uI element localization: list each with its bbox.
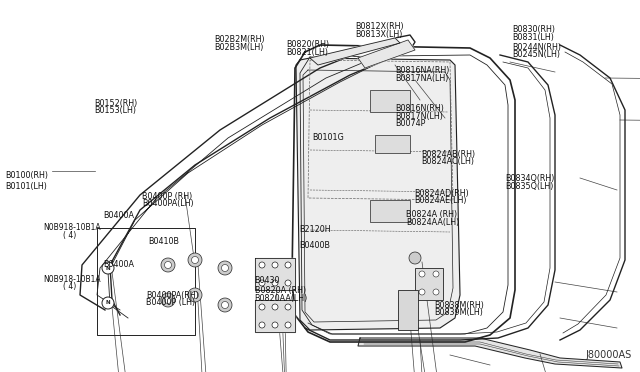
Circle shape — [272, 322, 278, 328]
Circle shape — [221, 264, 228, 272]
Text: B0831(LH): B0831(LH) — [512, 33, 554, 42]
Circle shape — [259, 262, 265, 268]
Text: B0400P (RH): B0400P (RH) — [142, 192, 193, 201]
Text: B0153(LH): B0153(LH) — [95, 106, 137, 115]
Text: B0821(LH): B0821(LH) — [287, 48, 329, 57]
Text: N: N — [106, 301, 110, 305]
Circle shape — [285, 304, 291, 310]
Text: B02B3M(LH): B02B3M(LH) — [214, 43, 264, 52]
Circle shape — [161, 293, 175, 307]
Circle shape — [259, 304, 265, 310]
Circle shape — [102, 297, 114, 309]
Text: B0400B: B0400B — [300, 241, 330, 250]
Circle shape — [102, 262, 114, 274]
Circle shape — [218, 298, 232, 312]
Text: B0835Q(LH): B0835Q(LH) — [506, 182, 554, 190]
Circle shape — [285, 262, 291, 268]
Polygon shape — [358, 338, 622, 368]
Text: B0074P: B0074P — [395, 119, 425, 128]
Text: B0101(LH): B0101(LH) — [5, 182, 47, 191]
Text: B0817NA(LH): B0817NA(LH) — [395, 74, 448, 83]
Circle shape — [259, 322, 265, 328]
Text: B0824AD(RH): B0824AD(RH) — [415, 189, 470, 198]
Text: B0400A: B0400A — [104, 260, 134, 269]
Text: B0400A: B0400A — [104, 211, 134, 220]
Circle shape — [419, 289, 425, 295]
Circle shape — [188, 288, 202, 302]
Text: B0838M(RH): B0838M(RH) — [434, 301, 484, 310]
Circle shape — [259, 280, 265, 286]
Text: B0410B: B0410B — [148, 237, 179, 246]
Bar — [370, 200, 410, 222]
Circle shape — [272, 280, 278, 286]
Circle shape — [419, 271, 425, 277]
Text: B0824AE(LH): B0824AE(LH) — [415, 196, 467, 205]
Circle shape — [285, 280, 291, 286]
Text: B0820AA(LH): B0820AA(LH) — [255, 294, 308, 303]
Text: J80000AS: J80000AS — [586, 350, 632, 360]
Text: B0152(RH): B0152(RH) — [95, 99, 138, 108]
Text: B0824AA(LH): B0824AA(LH) — [406, 218, 460, 227]
Text: B02B2M(RH): B02B2M(RH) — [214, 35, 265, 44]
Text: B0839M(LH): B0839M(LH) — [434, 308, 483, 317]
Text: B0824AB(RH): B0824AB(RH) — [421, 150, 476, 158]
Bar — [370, 90, 410, 112]
Polygon shape — [310, 38, 400, 65]
Text: B0816NA(RH): B0816NA(RH) — [395, 66, 449, 75]
Text: B0400P (LH): B0400P (LH) — [146, 298, 195, 307]
Text: B0824AC(LH): B0824AC(LH) — [421, 157, 474, 166]
Circle shape — [285, 322, 291, 328]
Text: B0813X(LH): B0813X(LH) — [355, 30, 403, 39]
Bar — [398, 290, 418, 330]
Text: B0812X(RH): B0812X(RH) — [355, 22, 404, 31]
Text: B0245N(LH): B0245N(LH) — [512, 50, 560, 59]
Circle shape — [188, 253, 202, 267]
Bar — [375, 135, 410, 153]
Text: N0B918-10B1A: N0B918-10B1A — [44, 223, 101, 232]
Circle shape — [191, 257, 198, 263]
Polygon shape — [358, 40, 415, 68]
Text: B0430: B0430 — [255, 276, 280, 285]
Text: B0820(RH): B0820(RH) — [287, 40, 330, 49]
Circle shape — [221, 301, 228, 308]
Circle shape — [218, 261, 232, 275]
Circle shape — [164, 262, 172, 269]
Circle shape — [164, 296, 172, 304]
Circle shape — [161, 258, 175, 272]
Circle shape — [191, 292, 198, 298]
Text: ( 4): ( 4) — [63, 231, 76, 240]
Text: ( 4): ( 4) — [63, 282, 76, 291]
Text: B0820A (RH): B0820A (RH) — [255, 286, 306, 295]
Circle shape — [272, 262, 278, 268]
Text: B0824A (RH): B0824A (RH) — [406, 210, 458, 219]
Text: B0816N(RH): B0816N(RH) — [395, 104, 444, 113]
Circle shape — [409, 252, 421, 264]
Text: B0400PA(RH): B0400PA(RH) — [146, 291, 198, 300]
Text: N0B918-10B1A: N0B918-10B1A — [44, 275, 101, 283]
Circle shape — [433, 289, 439, 295]
Text: B0834Q(RH): B0834Q(RH) — [506, 174, 555, 183]
Bar — [415, 268, 443, 300]
Circle shape — [433, 271, 439, 277]
Text: B0817N(LH): B0817N(LH) — [395, 112, 443, 121]
Polygon shape — [255, 300, 295, 332]
Polygon shape — [255, 258, 295, 290]
Text: B0100(RH): B0100(RH) — [5, 171, 48, 180]
Text: N: N — [106, 266, 110, 270]
Text: B0244N(RH): B0244N(RH) — [512, 43, 561, 52]
Circle shape — [272, 304, 278, 310]
Polygon shape — [296, 58, 460, 330]
Text: B2120H: B2120H — [300, 225, 331, 234]
Text: B0400PA(LH): B0400PA(LH) — [142, 199, 194, 208]
Text: B0830(RH): B0830(RH) — [512, 25, 555, 34]
Text: B0101G: B0101G — [312, 133, 344, 142]
